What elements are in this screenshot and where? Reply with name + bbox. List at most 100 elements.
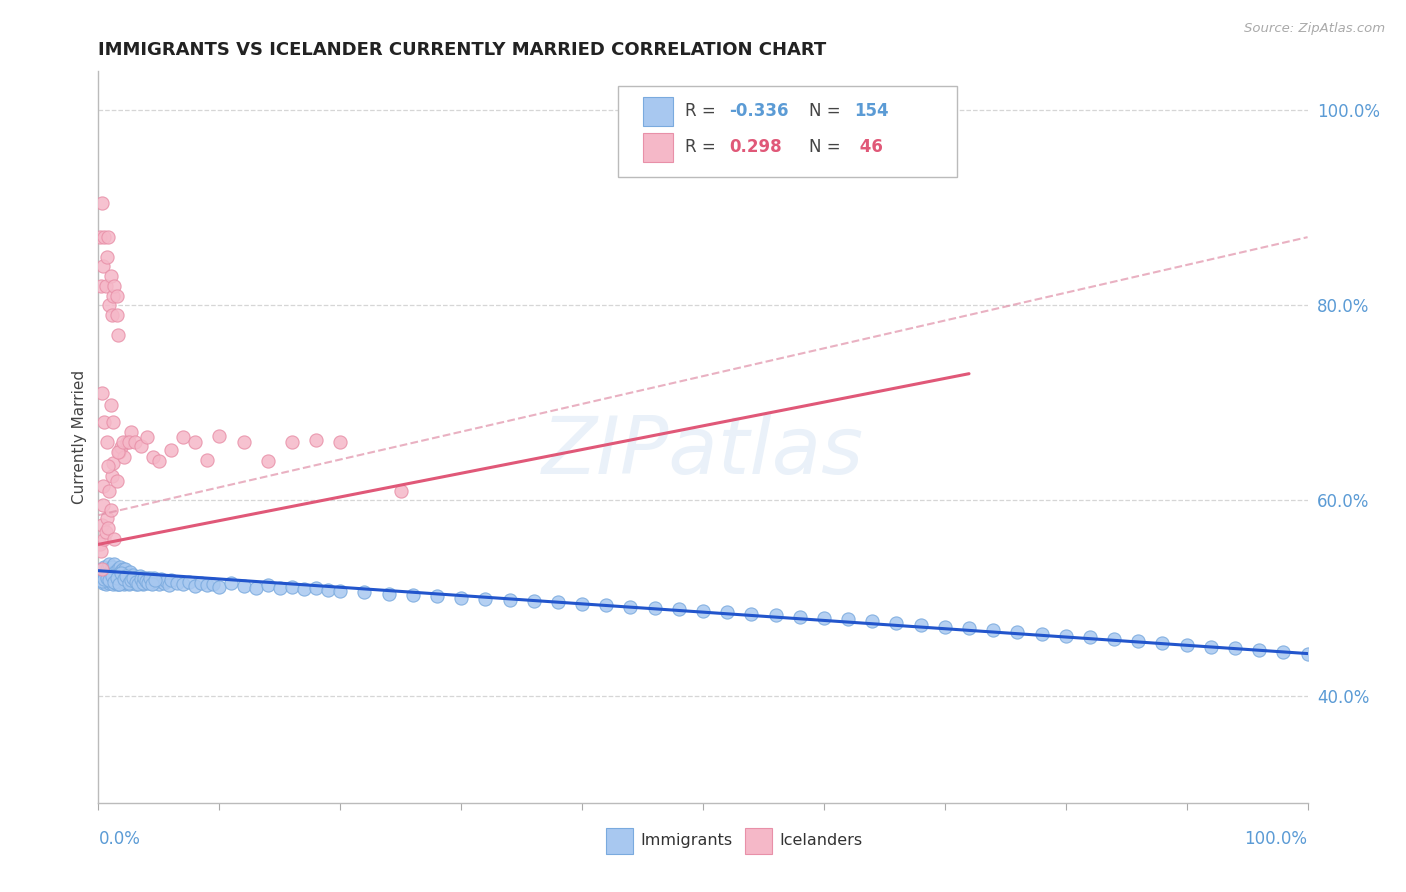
Point <box>103 557 125 571</box>
Point <box>96 562 118 576</box>
Point <box>208 580 231 594</box>
Point <box>129 439 152 453</box>
Point <box>329 584 352 599</box>
Point <box>91 576 114 591</box>
FancyBboxPatch shape <box>643 96 673 126</box>
Point <box>910 618 932 632</box>
Point <box>120 572 142 586</box>
Point <box>353 585 375 599</box>
Point <box>93 416 115 430</box>
Text: Source: ZipAtlas.com: Source: ZipAtlas.com <box>1244 22 1385 36</box>
Point <box>105 577 128 591</box>
Point <box>96 434 118 449</box>
Point <box>148 454 170 468</box>
Point <box>981 623 1004 637</box>
Point <box>135 575 157 590</box>
Point <box>89 566 111 581</box>
Point <box>103 575 125 590</box>
Point <box>837 612 859 626</box>
Point <box>172 577 194 591</box>
Point <box>118 434 141 449</box>
Point <box>100 469 122 483</box>
Point <box>112 567 135 582</box>
Point <box>157 578 180 592</box>
Point <box>108 444 131 458</box>
Point <box>813 611 835 625</box>
Point <box>595 598 617 612</box>
Point <box>91 562 114 576</box>
Point <box>93 573 115 587</box>
Text: 100.0%: 100.0% <box>1244 830 1308 848</box>
Point <box>94 566 117 580</box>
Point <box>101 577 124 591</box>
Point <box>184 579 207 593</box>
Point <box>450 591 472 605</box>
Point <box>127 574 149 589</box>
Point <box>100 564 122 578</box>
Text: N =: N = <box>810 138 846 156</box>
Point <box>98 574 121 588</box>
Point <box>118 570 141 584</box>
Point <box>1249 642 1271 657</box>
Point <box>136 576 159 591</box>
Point <box>125 575 148 590</box>
Point <box>97 459 120 474</box>
Point <box>160 574 183 588</box>
Point <box>124 573 146 587</box>
Point <box>498 593 520 607</box>
Point <box>105 474 128 488</box>
Point <box>138 574 160 588</box>
Point <box>98 298 121 312</box>
Point <box>145 575 167 590</box>
Point <box>108 577 131 591</box>
Point <box>96 570 118 584</box>
Point <box>91 564 114 578</box>
Point <box>91 499 114 513</box>
Text: Immigrants: Immigrants <box>640 833 733 848</box>
Point <box>127 577 149 591</box>
Point <box>112 450 135 464</box>
Point <box>547 595 569 609</box>
FancyBboxPatch shape <box>606 829 633 854</box>
Point <box>305 433 328 447</box>
Point <box>129 576 152 591</box>
Text: R =: R = <box>685 103 721 120</box>
Point <box>100 573 122 587</box>
Point <box>91 562 114 576</box>
Point <box>100 559 122 574</box>
Point <box>1152 636 1174 650</box>
Point <box>692 604 714 618</box>
Point <box>135 574 157 589</box>
Point <box>329 434 352 449</box>
Point <box>98 576 121 591</box>
Point <box>190 576 212 591</box>
Point <box>127 569 149 583</box>
Point <box>1128 634 1150 648</box>
Point <box>860 615 883 629</box>
Point <box>91 574 114 588</box>
Point <box>96 250 118 264</box>
Text: 0.298: 0.298 <box>730 138 782 156</box>
FancyBboxPatch shape <box>643 133 673 161</box>
Y-axis label: Currently Married: Currently Married <box>72 370 87 504</box>
Point <box>245 581 267 595</box>
Point <box>134 570 156 584</box>
Point <box>426 589 449 603</box>
Point <box>281 580 304 594</box>
Point <box>101 565 124 579</box>
Point <box>139 572 162 586</box>
Point <box>96 511 118 525</box>
Point <box>91 260 114 274</box>
Point <box>115 568 138 582</box>
Point <box>108 566 131 580</box>
Point <box>98 557 121 571</box>
Point <box>107 562 129 576</box>
Point <box>105 568 128 582</box>
Point <box>152 576 174 591</box>
Point <box>103 279 125 293</box>
Point <box>269 581 291 595</box>
Text: 154: 154 <box>855 103 889 120</box>
Point <box>142 450 165 464</box>
Point <box>117 434 139 449</box>
Point <box>108 572 131 586</box>
